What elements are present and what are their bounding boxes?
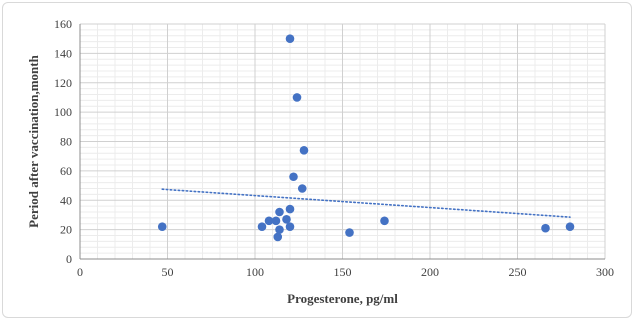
data-point	[565, 222, 575, 231]
data-point	[285, 34, 295, 43]
data-points	[157, 34, 575, 242]
y-tick-label: 100	[54, 105, 72, 119]
y-tick-label: 0	[66, 252, 72, 266]
y-tick-label: 160	[54, 17, 72, 31]
data-point	[264, 216, 274, 226]
x-tick-label: 50	[162, 265, 174, 279]
data-point	[541, 223, 550, 233]
y-tick-label: 20	[60, 223, 72, 237]
major-gridlines	[80, 23, 606, 259]
data-point	[289, 172, 298, 182]
axes	[79, 24, 605, 260]
y-tick-label: 140	[54, 46, 72, 60]
data-point	[257, 222, 267, 231]
x-tick-labels: 0 50 100 150 200 250 300	[77, 265, 614, 279]
x-axis-title: Progesterone, pg/ml	[287, 291, 398, 306]
data-point	[380, 216, 389, 226]
data-point	[299, 146, 309, 155]
data-point	[275, 207, 284, 217]
chart-frame	[2, 2, 632, 318]
data-point	[157, 222, 167, 231]
data-point	[285, 204, 295, 214]
x-tick-label: 0	[77, 265, 83, 279]
y-tick-label: 60	[60, 164, 72, 178]
trendline	[161, 188, 571, 218]
x-tick-label: 100	[246, 265, 264, 279]
y-tick-labels: 0 20 40 60 80 100 120 140 160	[54, 17, 72, 266]
trendline-layer	[161, 188, 571, 218]
data-point	[275, 225, 284, 234]
data-point	[282, 215, 291, 224]
data-point	[285, 222, 295, 231]
x-tick-label: 200	[421, 265, 439, 279]
y-axis-title: Period after vaccination,month	[26, 54, 41, 227]
data-point	[297, 184, 307, 193]
data-point	[271, 216, 281, 226]
data-point	[273, 232, 283, 242]
x-tick-label: 250	[509, 265, 527, 279]
x-tick-label: 300	[596, 265, 614, 279]
y-tick-label: 80	[60, 135, 72, 149]
data-point	[292, 93, 302, 102]
y-tick-label: 120	[54, 76, 72, 90]
x-tick-label: 150	[334, 265, 352, 279]
data-point	[345, 228, 354, 237]
y-tick-label: 40	[60, 193, 72, 207]
